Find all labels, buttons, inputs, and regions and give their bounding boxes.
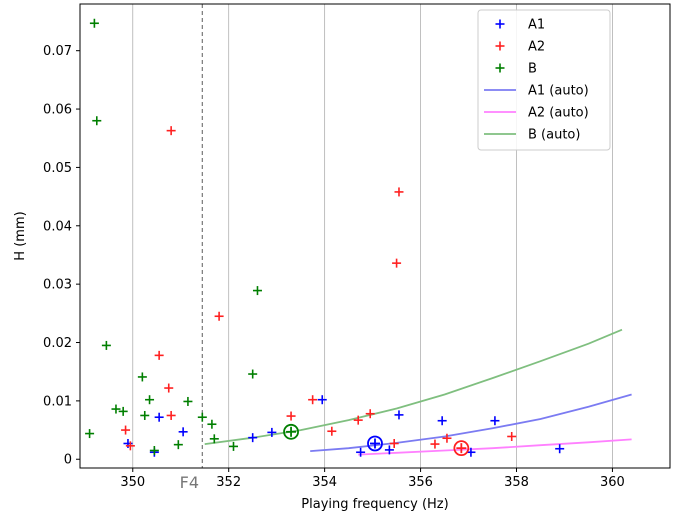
highlight-circle — [283, 423, 299, 440]
data-point — [85, 429, 95, 439]
data-point — [394, 187, 404, 197]
legend-label: B (auto) — [528, 128, 580, 143]
data-point — [173, 440, 183, 450]
data-point — [437, 416, 447, 426]
legend-label: A2 — [528, 40, 545, 55]
y-tick-label: 0.06 — [43, 103, 72, 118]
reference-line-label: F4 — [180, 473, 199, 492]
legend: A1 A2 B A1 (auto) A2 (auto) B (auto) — [477, 9, 611, 151]
x-tick-label: 354 — [312, 475, 337, 490]
legend-marker — [495, 19, 505, 29]
data-point — [101, 340, 111, 350]
data-point — [248, 369, 258, 379]
data-point — [392, 258, 402, 268]
data-point — [327, 426, 337, 436]
data-point — [365, 409, 375, 419]
data-point — [228, 441, 238, 451]
data-point — [248, 433, 258, 443]
legend-label: A1 (auto) — [528, 84, 589, 99]
data-point — [207, 419, 217, 429]
data-point — [183, 396, 193, 406]
highlight-circle — [453, 440, 470, 457]
data-point — [166, 410, 176, 420]
data-point — [164, 383, 174, 393]
data-point — [555, 444, 565, 454]
data-point — [125, 441, 135, 451]
plot-series — [85, 4, 632, 468]
plot-border — [79, 3, 671, 469]
data-point — [353, 415, 363, 425]
data-point — [149, 445, 159, 455]
data-point — [197, 412, 207, 422]
series-line — [310, 393, 632, 452]
data-point — [154, 350, 164, 360]
y-tick-label: 0.02 — [43, 336, 72, 351]
x-tick-label: 350 — [120, 475, 145, 490]
data-point — [89, 18, 99, 28]
data-point — [490, 416, 500, 426]
highlight-point — [370, 438, 380, 449]
legend-label: A2 (auto) — [528, 106, 589, 121]
data-point — [317, 395, 327, 405]
data-point — [92, 116, 102, 126]
data-point — [308, 395, 318, 405]
data-point — [140, 410, 150, 420]
data-point — [209, 434, 219, 444]
x-tick-label: 356 — [408, 475, 433, 490]
data-point — [111, 404, 121, 414]
y-axis: 0 0.01 0.02 0.03 0.04 0.05 0.06 0.07 — [43, 44, 80, 468]
y-axis-label: H (mm) — [13, 211, 28, 260]
data-point — [286, 411, 296, 421]
data-point — [389, 438, 399, 448]
legend-marker — [495, 63, 505, 73]
legend-label: B — [528, 62, 537, 77]
data-point — [121, 425, 131, 435]
highlight-circle — [367, 435, 383, 452]
plot-frame — [79, 3, 671, 469]
legend-label: A1 — [528, 18, 545, 33]
data-point — [384, 445, 394, 455]
x-tick-label: 352 — [216, 475, 241, 490]
x-tick-label: 358 — [504, 475, 529, 490]
data-point — [252, 286, 262, 296]
data-point — [267, 427, 277, 437]
data-point — [356, 447, 366, 457]
data-point — [118, 406, 128, 416]
highlight-point — [286, 426, 297, 437]
data-point — [430, 439, 440, 449]
data-point — [178, 427, 188, 437]
data-point — [166, 126, 176, 136]
y-tick-label: 0.04 — [43, 219, 72, 234]
x-axis: 350 352 354 356 358 360 F4 — [120, 468, 625, 492]
y-tick-label: 0 — [64, 453, 72, 468]
data-point — [214, 311, 224, 321]
y-tick-label: 0.07 — [43, 44, 72, 59]
data-point — [154, 412, 164, 422]
series-line — [204, 328, 623, 445]
data-point — [137, 372, 147, 382]
y-tick-label: 0.05 — [43, 161, 72, 176]
y-tick-label: 0.03 — [43, 278, 72, 293]
data-point — [145, 395, 155, 405]
highlight-point — [456, 443, 467, 454]
data-point — [442, 433, 452, 443]
legend-marker — [495, 41, 505, 51]
series-line — [358, 438, 632, 456]
x-axis-label: Playing frequency (Hz) — [301, 497, 448, 512]
data-point — [394, 410, 404, 420]
y-tick-label: 0.01 — [43, 394, 72, 409]
legend-box — [477, 9, 611, 151]
data-point — [507, 431, 517, 441]
x-tick-label: 360 — [600, 475, 625, 490]
